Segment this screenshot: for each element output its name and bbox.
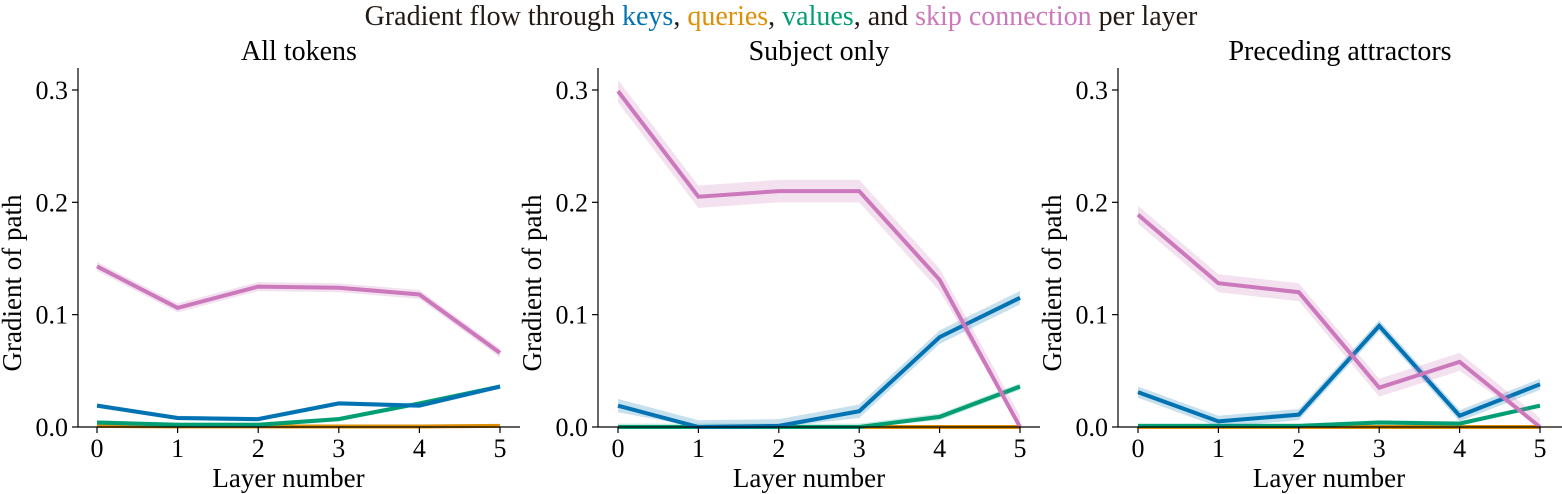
confidence-band xyxy=(1138,205,1540,427)
title-part: queries xyxy=(687,1,769,32)
y-tick-label: 0.0 xyxy=(36,413,69,442)
title-part: keys xyxy=(621,1,674,32)
x-tick-label: 2 xyxy=(252,434,265,463)
confidence-band xyxy=(1138,403,1540,427)
confidence-band xyxy=(618,79,1020,427)
x-tick-label: 5 xyxy=(494,434,507,463)
x-tick-label: 0 xyxy=(612,434,625,463)
panel-title: All tokens xyxy=(241,36,357,67)
series-line-keys xyxy=(617,296,1021,430)
panel-title: Subject only xyxy=(749,36,890,67)
x-tick-label: 4 xyxy=(933,434,946,463)
series-line-skip-connection xyxy=(616,89,1022,428)
x-tick-label: 1 xyxy=(1212,434,1225,463)
series-line-keys xyxy=(1137,322,1541,424)
x-tick-label: 3 xyxy=(1373,434,1386,463)
series-line-skip-connection xyxy=(1136,213,1542,429)
series-line-keys xyxy=(96,384,501,422)
y-tick-label: 0.3 xyxy=(1076,76,1109,105)
title-part: , xyxy=(673,1,688,32)
confidence-band xyxy=(618,291,1020,427)
x-tick-label: 4 xyxy=(413,434,426,463)
confidence-band xyxy=(1138,320,1540,427)
x-tick-label: 1 xyxy=(692,434,705,463)
title-part: , and xyxy=(853,1,916,32)
x-tick-label: 5 xyxy=(1014,434,1027,463)
y-tick-label: 0.0 xyxy=(556,413,589,442)
panel-title: Preceding attractors xyxy=(1228,36,1451,67)
y-tick-label: 0.2 xyxy=(556,188,589,217)
y-tick-label: 0.1 xyxy=(1076,301,1109,330)
y-axis-label: Gradient of path xyxy=(517,194,547,371)
x-tick-label: 2 xyxy=(1292,434,1305,463)
x-tick-label: 3 xyxy=(853,434,866,463)
x-tick-label: 0 xyxy=(91,434,104,463)
title-part: skip connection xyxy=(915,1,1092,32)
y-tick-label: 0.1 xyxy=(556,301,589,330)
panel-preceding-attractors: Preceding attractors 0.0 0.1 0.2 0.3 0 1 2 3 4 5 La… xyxy=(1037,36,1562,493)
title-part: Gradient flow through xyxy=(364,1,622,32)
x-axis-label: Layer number xyxy=(1253,463,1405,493)
y-tick-label: 0.3 xyxy=(36,76,69,105)
series-line-values xyxy=(1138,403,1541,428)
y-axis-label: Gradient of path xyxy=(0,194,27,371)
x-tick-label: 3 xyxy=(332,434,345,463)
y-tick-label: 0.0 xyxy=(1076,413,1109,442)
title-part: , xyxy=(768,1,783,32)
x-axis-label: Layer number xyxy=(212,463,364,493)
title-part: per layer xyxy=(1091,1,1198,32)
y-axis-label: Gradient of path xyxy=(1037,194,1067,371)
title-part: values xyxy=(782,1,854,32)
figure-title: Gradient flow through keys, queries, val… xyxy=(0,0,1562,34)
x-tick-label: 2 xyxy=(772,434,785,463)
x-tick-label: 0 xyxy=(1132,434,1145,463)
x-tick-label: 1 xyxy=(171,434,184,463)
x-axis-label: Layer number xyxy=(733,463,885,493)
y-tick-label: 0.2 xyxy=(1076,188,1109,217)
series-line-values xyxy=(96,384,501,427)
y-tick-label: 0.1 xyxy=(36,301,69,330)
panel-all-tokens: All tokens 0.0 0.1 0.2 0.3 0 1 2 3 4 5 Layer number… xyxy=(0,36,520,493)
y-tick-label: 0.2 xyxy=(36,188,69,217)
x-tick-label: 4 xyxy=(1453,434,1466,463)
panel-subject-only: Subject only 0.0 0.1 0.2 0.3 0 1 2 3 4 5 Layer numb… xyxy=(517,36,1040,493)
y-tick-label: 0.3 xyxy=(556,76,589,105)
series-line-skip-connection xyxy=(96,264,502,355)
x-tick-label: 5 xyxy=(1534,434,1547,463)
